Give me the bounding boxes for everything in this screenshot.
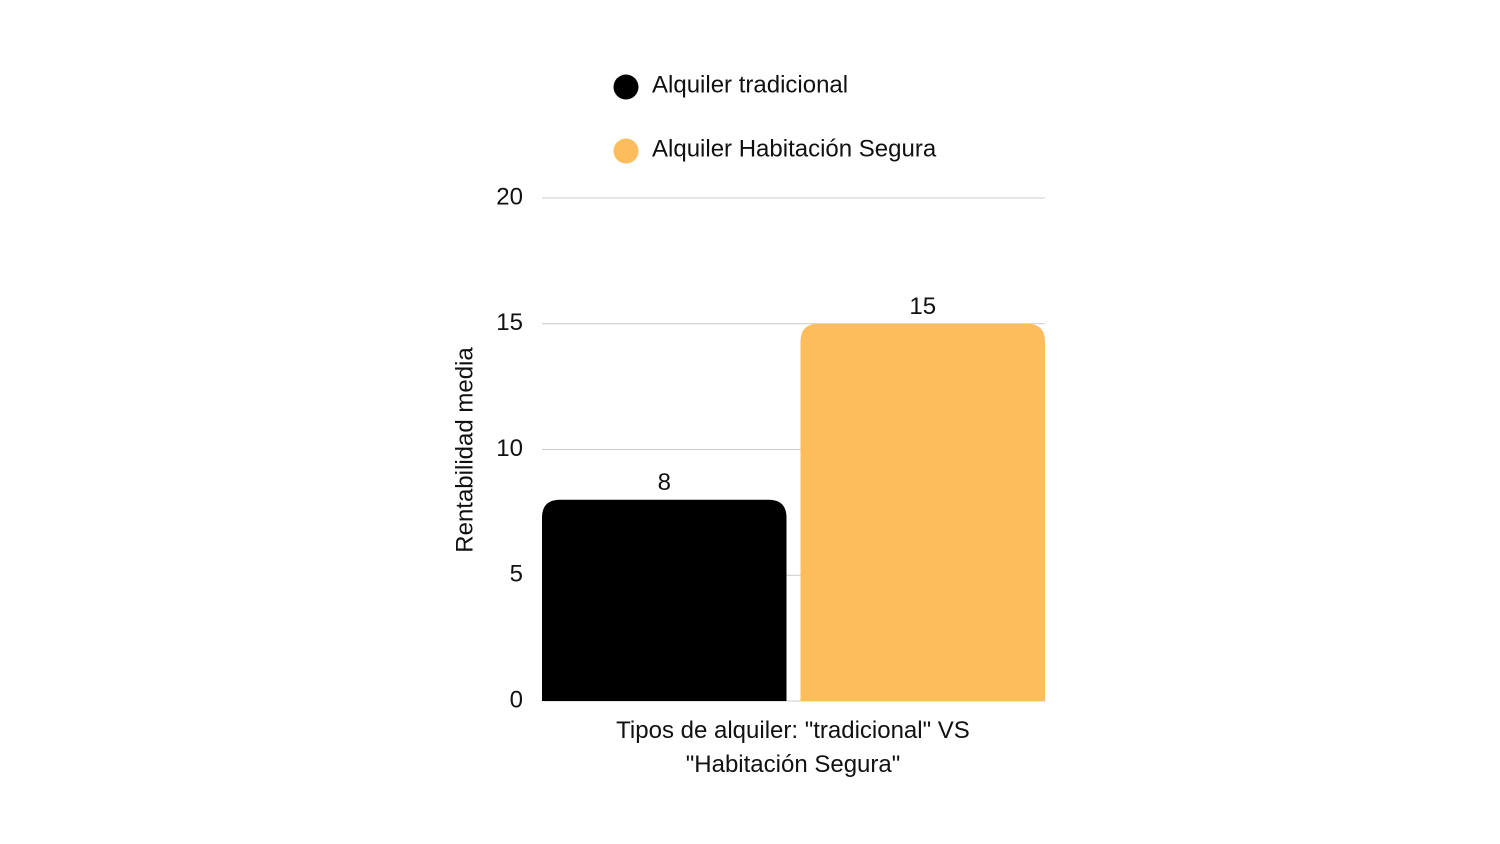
legend-swatch [613,74,639,100]
x-axis-label: Tipos de alquiler: "tradicional" VS "Hab… [616,717,970,778]
bar [542,499,787,701]
y-axis-label: Rentabilidad media [451,347,478,553]
bar [800,323,1045,701]
y-tick-label: 0 [510,686,523,713]
y-tick-label: 15 [496,309,523,336]
y-tick-label: 10 [496,435,523,462]
legend-label: Alquiler tradicional [652,71,848,98]
data-label: 8 [658,469,671,496]
legend-swatch [613,138,639,164]
legend-label: Alquiler Habitación Segura [652,135,937,162]
data-label: 15 [909,293,936,320]
y-tick-label: 20 [496,183,523,210]
y-tick-label: 5 [510,561,523,588]
